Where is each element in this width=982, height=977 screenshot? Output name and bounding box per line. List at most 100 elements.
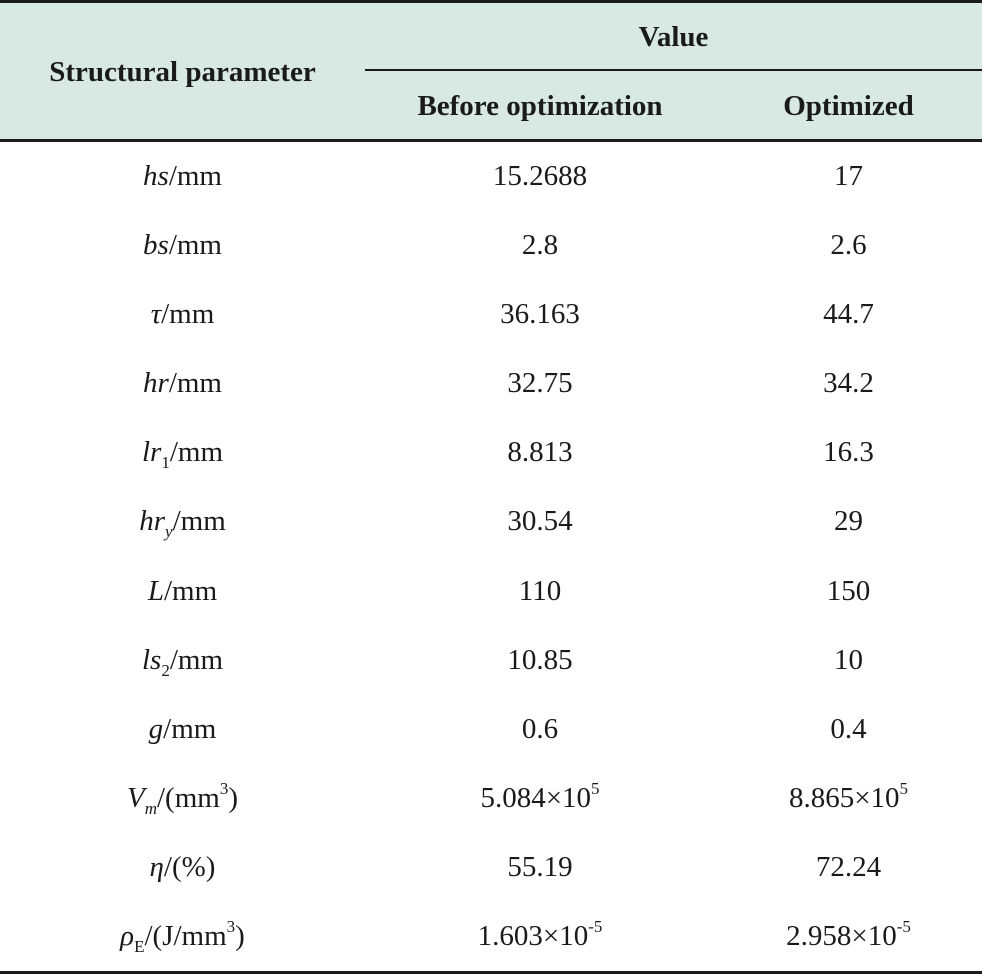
optimized-value-cell: 8.865×105 — [715, 764, 982, 833]
before-value: 10.85 — [507, 643, 573, 676]
parameter-symbol: g — [148, 712, 164, 745]
optimized-value-cell: 0.4 — [715, 695, 982, 764]
optimized-value: 0.4 — [830, 712, 867, 745]
before-value: 32.75 — [507, 367, 573, 400]
optimized-value-cell: 10 — [715, 626, 982, 695]
parameter-symbol: L — [147, 574, 164, 607]
parameter-symbol: V — [126, 781, 145, 814]
table-row: hry/mm 30.54 29 — [0, 487, 982, 556]
optimized-value-cell: 17 — [715, 142, 982, 211]
before-value-cell: 0.6 — [365, 695, 715, 764]
parameter-symbol: η — [149, 850, 164, 883]
parameter-unit: /(J/mm — [144, 920, 227, 953]
parameter-symbol: hr — [139, 505, 166, 538]
optimized-value-cell: 16.3 — [715, 418, 982, 487]
parameter-cell: g/mm — [0, 695, 365, 764]
unit-exponent: 3 — [226, 917, 236, 937]
before-value-cell: 1.603×10-5 — [365, 902, 715, 971]
parameter-unit: /(%) — [163, 850, 216, 883]
before-value: 110 — [518, 574, 562, 607]
parameter-symbol: ρ — [120, 920, 135, 953]
header-rule — [0, 139, 982, 142]
parameter-symbol: τ — [150, 298, 162, 331]
parameter-unit: /mm — [168, 229, 222, 262]
before-value: 1.603×10 — [477, 920, 589, 953]
parameter-symbol: lr — [141, 436, 162, 469]
optimized-value: 2.6 — [830, 229, 867, 262]
table-row: hr/mm 32.75 34.2 — [0, 349, 982, 418]
top-rule — [0, 0, 982, 3]
before-value-cell: 8.813 — [365, 418, 715, 487]
before-value: 5.084×10 — [480, 781, 592, 814]
before-value-cell: 32.75 — [365, 349, 715, 418]
optimized-value-cell: 150 — [715, 557, 982, 626]
parameter-unit: /mm — [169, 436, 223, 469]
header-structural-parameter: Structural parameter — [49, 56, 316, 88]
parameter-cell: Vm/(mm3) — [0, 764, 365, 833]
parameter-symbol: hs — [143, 160, 169, 192]
parameter-symbol: ls — [141, 643, 162, 676]
header-optimized: Optimized — [783, 90, 914, 122]
parameter-subscript: 1 — [161, 453, 170, 473]
optimized-value: 29 — [834, 505, 863, 538]
table-row: η/(%) 55.19 72.24 — [0, 833, 982, 902]
optimized-value: 150 — [826, 574, 871, 607]
before-value-cell: 15.2688 — [365, 142, 715, 211]
before-value: 15.2688 — [492, 160, 588, 192]
optimized-value: 34.2 — [823, 367, 874, 400]
table-row: g/mm 0.6 0.4 — [0, 695, 982, 764]
value-group-rule — [365, 69, 982, 71]
optimized-value-cell: 34.2 — [715, 349, 982, 418]
parameter-unit: /mm — [172, 505, 226, 538]
optimized-value: 44.7 — [823, 298, 874, 331]
parameter-unit: /mm — [168, 160, 222, 192]
parameter-subscript: m — [144, 798, 157, 818]
before-value-cell: 30.54 — [365, 487, 715, 556]
optimized-exponent: -5 — [896, 917, 911, 937]
before-exponent: 5 — [591, 778, 600, 798]
before-value-cell: 55.19 — [365, 833, 715, 902]
table-body: hs/mm 15.2688 17 bs/mm 2.8 2.6 τ/mm 36.1… — [0, 142, 982, 971]
table-row: bs/mm 2.8 2.6 — [0, 211, 982, 280]
parameter-subscript: y — [165, 522, 173, 542]
parameter-cell: hs/mm — [0, 142, 365, 211]
optimized-value: 17 — [834, 160, 863, 192]
parameter-cell: L/mm — [0, 557, 365, 626]
parameter-subscript: E — [134, 937, 145, 957]
parameter-symbol: bs — [143, 229, 169, 262]
parameter-unit: /mm — [168, 367, 222, 400]
table-row: lr1/mm 8.813 16.3 — [0, 418, 982, 487]
before-value-cell: 36.163 — [365, 280, 715, 349]
parameter-unit: /mm — [163, 574, 218, 607]
optimized-exponent: 5 — [899, 778, 909, 798]
table-row: ρE/(J/mm3) 1.603×10-5 2.958×10-5 — [0, 902, 982, 971]
table-row: L/mm 110 150 — [0, 557, 982, 626]
optimized-value: 16.3 — [823, 436, 874, 469]
before-value-cell: 110 — [365, 557, 715, 626]
before-value-cell: 5.084×105 — [365, 764, 715, 833]
table-row: hs/mm 15.2688 17 — [0, 142, 982, 211]
before-value: 0.6 — [521, 712, 559, 745]
parameter-subscript: 2 — [161, 660, 170, 680]
parameter-cell: η/(%) — [0, 833, 365, 902]
before-exponent: -5 — [588, 917, 603, 937]
before-value-cell: 2.8 — [365, 211, 715, 280]
header-value: Value — [638, 21, 709, 53]
optimized-value-cell: 2.6 — [715, 211, 982, 280]
before-value: 36.163 — [500, 298, 580, 331]
before-value: 2.8 — [521, 229, 559, 262]
optimized-value-cell: 2.958×10-5 — [715, 902, 982, 971]
parameter-cell: ρE/(J/mm3) — [0, 902, 365, 971]
optimized-value: 8.865×10 — [788, 781, 900, 814]
optimized-value-cell: 72.24 — [715, 833, 982, 902]
header-before-optimization: Before optimization — [417, 90, 663, 122]
parameter-cell: τ/mm — [0, 280, 365, 349]
parameter-unit: /(mm — [156, 781, 220, 814]
table-header-background — [0, 3, 982, 139]
optimized-value: 72.24 — [815, 850, 882, 883]
parameter-cell: bs/mm — [0, 211, 365, 280]
parameter-cell: hr/mm — [0, 349, 365, 418]
optimized-value-cell: 44.7 — [715, 280, 982, 349]
parameter-unit-end: ) — [228, 781, 238, 814]
